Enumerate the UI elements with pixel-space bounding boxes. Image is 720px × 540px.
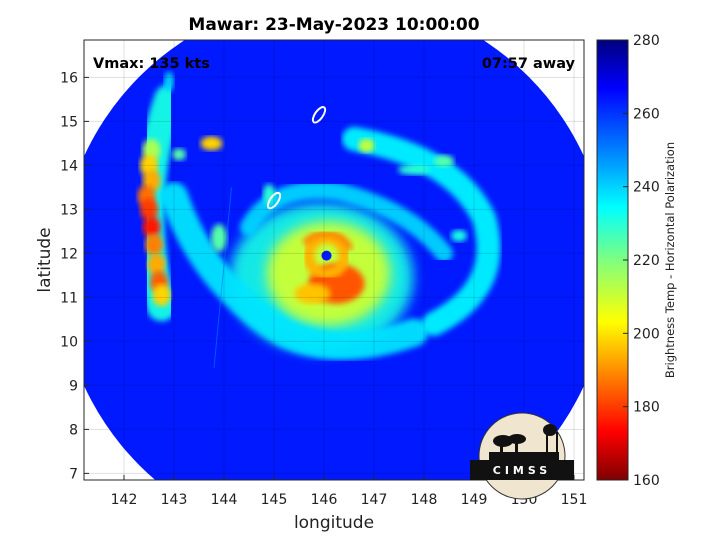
colorbar-tick-label: 180 [633,400,660,416]
x-tick-label: 142 [111,492,138,508]
x-tick-label: 151 [561,492,588,508]
cimss-logo: CIMSS [470,412,574,500]
colorbar-ticks: 160 180 200 220 240 260 280 [623,33,660,489]
time-offset-annotation: 07:57 away [482,56,576,72]
x-axis-ticks: 142 143 144 145 146 147 148 149 150 151 [111,475,588,508]
spiral-band-2 [160,182,428,360]
colorbar-tick-label: 280 [633,33,660,49]
convective-cell [398,164,430,175]
y-tick-label: 8 [69,422,78,438]
y-axis-ticks: 7 8 9 10 11 12 13 14 15 16 [60,70,89,482]
convective-cell [172,148,186,161]
vmax-annotation: Vmax: 135 kts [93,56,210,72]
y-tick-label: 12 [60,246,78,262]
x-tick-label: 144 [211,492,238,508]
convective-cell [263,184,275,204]
x-tick-label: 145 [261,492,288,508]
convective-cell [451,229,467,242]
convective-cell [164,71,174,92]
logo-text: CIMSS [493,464,551,477]
colorbar-tick-label: 160 [633,473,660,489]
y-axis-label: latitude [35,227,55,292]
colorbar-tick-label: 220 [633,253,660,269]
colorbar-tick-label: 240 [633,180,660,196]
x-tick-label: 148 [411,492,438,508]
y-tick-label: 10 [60,334,78,350]
y-tick-label: 13 [60,202,78,218]
rainband-cell [152,284,171,307]
eyewall [303,232,350,280]
rainband-cell [140,198,158,221]
rainband-cell [142,216,161,238]
x-tick-label: 143 [161,492,188,508]
convective-cell [211,224,227,252]
scan-seam [213,187,232,368]
plot-frame [83,39,585,481]
colorbar [596,39,629,481]
y-tick-label: 14 [60,158,78,174]
convective-cell [434,155,454,167]
rainband-cell [145,233,163,256]
convective-cell [200,136,223,151]
convective-cell [358,138,375,153]
x-tick-label: 149 [461,492,488,508]
x-axis-label: longitude [294,513,374,533]
eye [321,250,332,261]
contour-outline [311,106,327,124]
eyewall-arc [302,230,354,251]
spiral-band-3 [342,127,501,336]
y-tick-label: 7 [69,466,78,482]
y-tick-label: 15 [60,114,78,130]
grid-lines [84,40,584,480]
x-tick-label: 147 [361,492,388,508]
rainband-cell [147,253,166,276]
logo-building-icon [489,424,559,460]
swath-layer [84,40,584,480]
spiral-band-4 [240,181,453,263]
convective-features [134,71,501,368]
core-heavy-south [294,283,331,304]
y-tick-label: 11 [60,290,78,306]
y-tick-label: 16 [60,70,78,86]
colorbar-tick-label: 260 [633,106,660,122]
contour-outline [266,191,282,210]
chart-title: Mawar: 23-May-2023 10:00:00 [188,15,479,35]
y-tick-label: 9 [69,378,78,394]
colorbar-label: Brightness Temp - Horizontal Polarizatio… [663,142,677,378]
logo-banner [470,460,574,480]
colorbar-tick-label: 200 [633,326,660,342]
x-tick-label: 146 [311,492,338,508]
